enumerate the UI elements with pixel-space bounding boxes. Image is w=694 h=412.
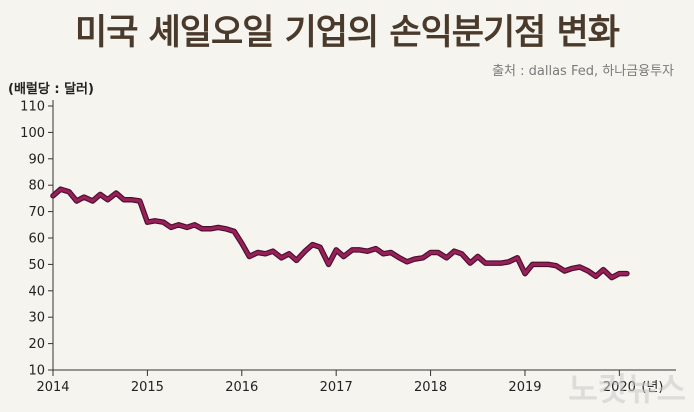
y-axis-ticks: 10 20 30 40 50 60 70 80 90 100 110 <box>20 100 53 379</box>
y-axis-unit-label: (배럴당 : 달러) <box>8 82 94 97</box>
x-tick-label: 2015 <box>131 380 164 395</box>
y-tick-label: 100 <box>20 126 45 141</box>
x-tick-label: 2016 <box>225 380 258 395</box>
x-tick-label: 2017 <box>320 380 353 395</box>
y-tick-label: 90 <box>28 152 45 167</box>
chart-title: 미국 셰일오일 기업의 손익분기점 변화 <box>75 13 620 53</box>
series-line <box>51 187 629 280</box>
y-tick-label: 50 <box>28 258 45 273</box>
series-group <box>50 186 630 281</box>
axes <box>52 100 676 371</box>
y-tick-label: 40 <box>28 284 45 299</box>
y-tick-label: 20 <box>28 337 45 352</box>
x-tick-label: 2019 <box>508 380 541 395</box>
x-tick-label: 2020 <box>603 380 636 395</box>
source-note: 출처 : dallas Fed, 하나금융투자 <box>492 64 674 79</box>
y-tick-label: 110 <box>20 100 45 115</box>
watermark-logo: 노컷뉴스 <box>568 370 686 408</box>
x-tick-label: 2018 <box>414 380 447 395</box>
x-tick-label: 2014 <box>36 380 69 395</box>
y-tick-label: 10 <box>28 364 45 379</box>
y-tick-label: 80 <box>28 179 45 194</box>
y-tick-label: 30 <box>28 311 45 326</box>
y-tick-label: 60 <box>28 232 45 247</box>
x-axis-unit-label: (년) <box>641 380 663 395</box>
x-axis-ticks: 2014 2015 2016 2017 2018 2019 2020 (년) <box>36 370 663 395</box>
y-tick-label: 70 <box>28 205 45 220</box>
